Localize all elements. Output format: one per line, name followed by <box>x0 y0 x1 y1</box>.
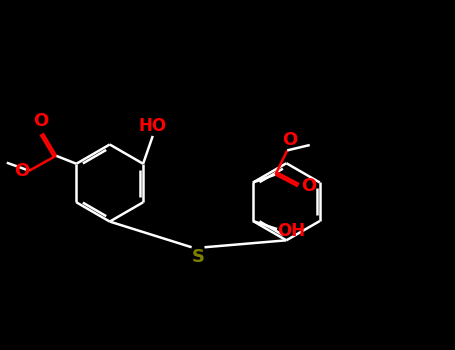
Text: O: O <box>301 177 316 195</box>
Text: O: O <box>282 131 297 149</box>
Text: S: S <box>192 248 205 266</box>
Text: HO: HO <box>139 117 167 135</box>
Text: O: O <box>14 162 30 180</box>
Text: OH: OH <box>278 222 306 240</box>
Text: O: O <box>33 112 48 131</box>
